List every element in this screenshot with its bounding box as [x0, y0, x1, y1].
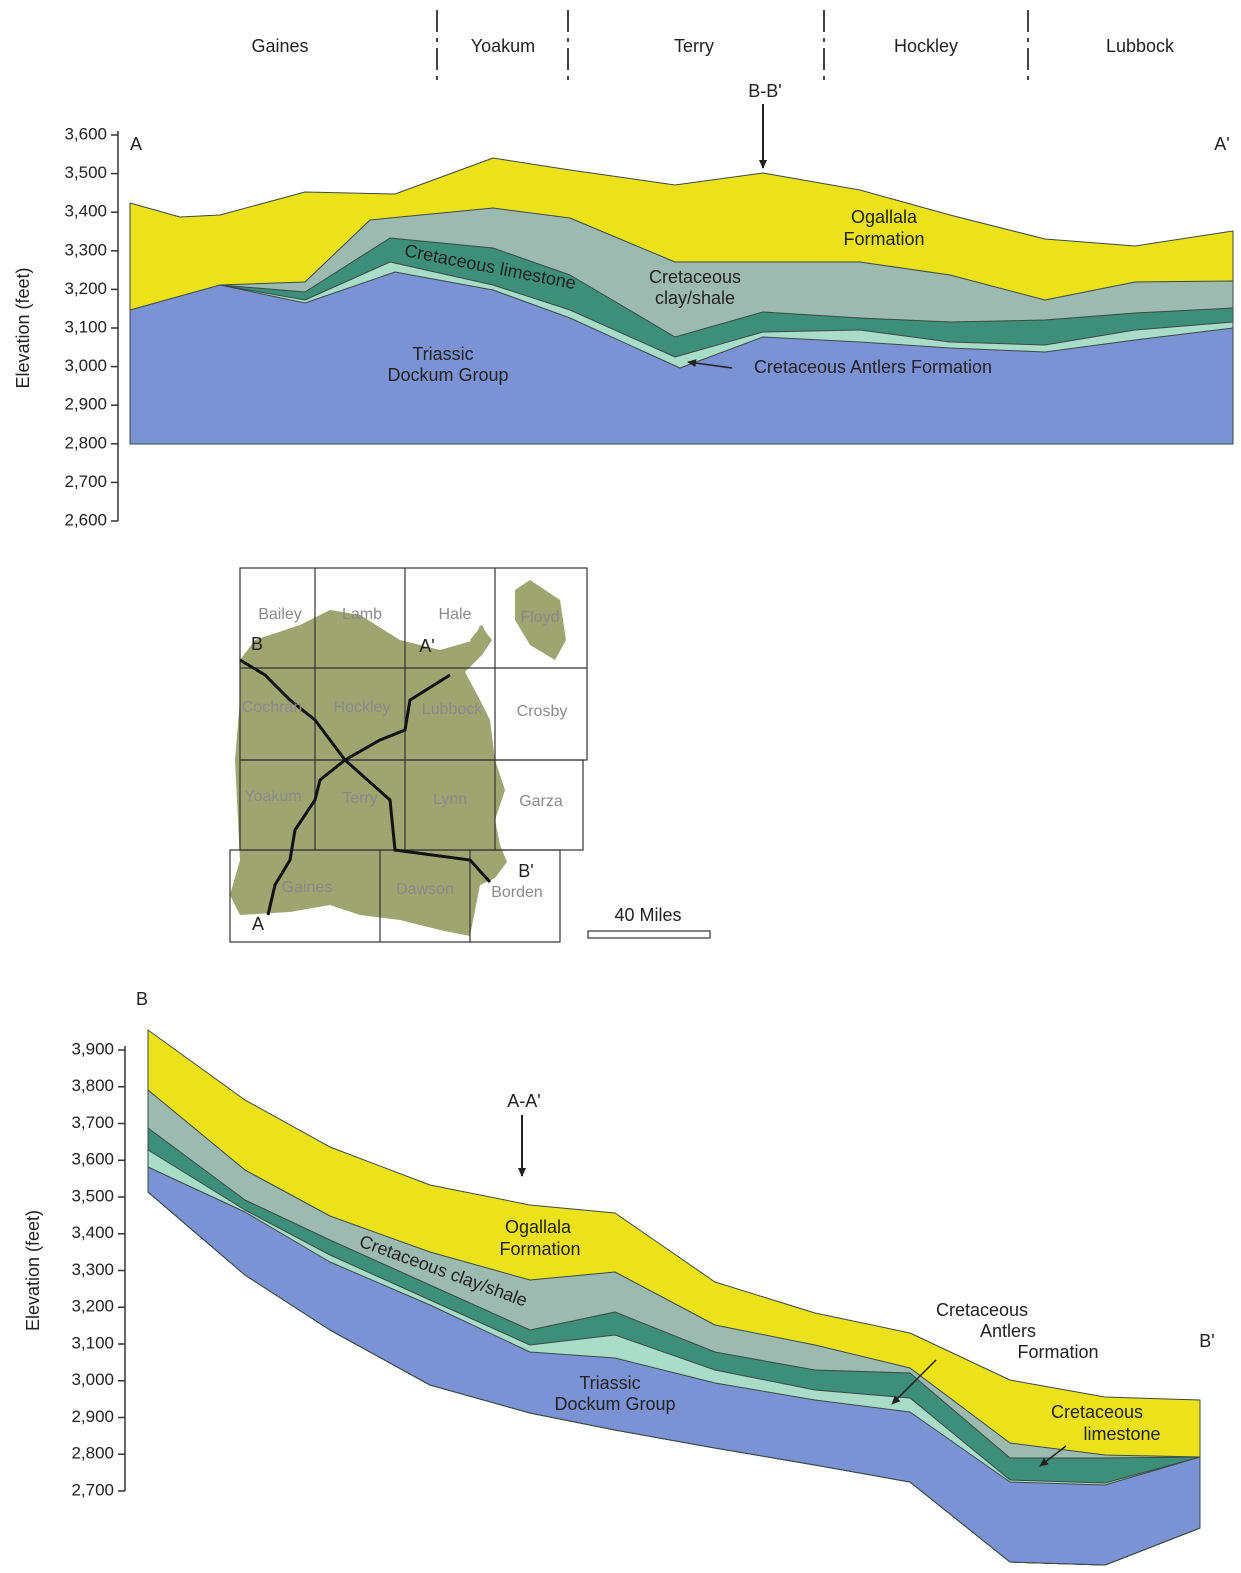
map-county-label: Lamb — [342, 606, 382, 623]
layer-label: Dockum Group — [554, 1394, 675, 1414]
layer-label: Cretaceous — [649, 267, 741, 287]
county-label: Yoakum — [471, 36, 535, 56]
y-tick-label: 2,800 — [71, 1444, 114, 1463]
map-county-label: Crosby — [517, 703, 568, 720]
map-county-label: Dawson — [396, 881, 454, 898]
y-tick-label: 3,700 — [71, 1113, 114, 1132]
y-tick-label: 3,600 — [64, 124, 107, 143]
layer-label: Ogallala — [851, 207, 918, 227]
map-county-label: Terry — [342, 790, 378, 807]
map-county-label: Yoakum — [244, 788, 301, 805]
map-county-label: Lynn — [433, 791, 467, 808]
map-line-label: A — [252, 914, 264, 934]
page: {"top_section": { "counties": ["Gaines",… — [0, 0, 1241, 1568]
section-end-label: A — [130, 134, 142, 154]
layer-label: limestone — [1083, 1424, 1160, 1444]
map-county-label: Lubbock — [422, 701, 483, 718]
y-tick-label: 3,200 — [71, 1297, 114, 1316]
y-tick-label: 2,700 — [71, 1480, 114, 1499]
section-end-label: B — [136, 989, 148, 1009]
y-tick-label: 2,700 — [64, 472, 107, 491]
section-end-label: B' — [1199, 1331, 1214, 1351]
layer-label: Triassic — [579, 1373, 640, 1393]
map-county-label: Hale — [439, 606, 472, 623]
y-tick-label: 3,400 — [71, 1223, 114, 1242]
figure: 3,600 3,500 3,400 3,300 3,200 3,100 3,000 2,900… — [0, 0, 1241, 1568]
y-axis-title: Elevation (feet) — [23, 1210, 43, 1331]
y-tick-label: 2,900 — [71, 1407, 114, 1426]
section-end-label: A' — [1214, 134, 1229, 154]
y-tick-label: 3,300 — [64, 240, 107, 259]
bottom-cross-section — [148, 1030, 1200, 1565]
aquifer-extent — [230, 610, 507, 936]
layer-label: Cretaceous Antlers Formation — [754, 357, 992, 377]
layer-label: Formation — [843, 229, 924, 249]
map-county-label: Gaines — [282, 879, 333, 896]
y-tick-label: 3,300 — [71, 1260, 114, 1279]
map-county-label: Bailey — [258, 606, 302, 623]
map-line-label: B' — [518, 861, 533, 881]
map-county-label: Hockley — [334, 699, 391, 716]
y-tick-label: 3,500 — [64, 163, 107, 182]
county-label: Lubbock — [1106, 36, 1175, 56]
section-marker: B-B' — [748, 81, 781, 101]
map-county-label: Floyd — [520, 609, 559, 626]
county-label: Hockley — [894, 36, 958, 56]
layer-label: Cretaceous — [1051, 1402, 1143, 1422]
y-tick-label: 3,100 — [64, 317, 107, 336]
map-line-label: A' — [419, 636, 434, 656]
y-tick-label: 3,500 — [71, 1186, 114, 1205]
layer-label: Antlers — [980, 1321, 1036, 1341]
y-tick-label: 3,200 — [64, 279, 107, 298]
county-label: Gaines — [251, 36, 308, 56]
y-tick-label: 3,100 — [71, 1333, 114, 1352]
layer-label: Dockum Group — [387, 365, 508, 385]
layer-label: Formation — [499, 1239, 580, 1259]
y-tick-label: 3,800 — [71, 1076, 114, 1095]
y-tick-label: 2,900 — [64, 395, 107, 414]
layer-label: Triassic — [412, 344, 473, 364]
y-tick-label: 3,600 — [71, 1150, 114, 1169]
layer-label: Formation — [1017, 1342, 1098, 1362]
scale-label: 40 Miles — [614, 905, 681, 925]
scale-bar — [588, 931, 710, 938]
y-tick-label: 2,800 — [64, 433, 107, 452]
map-county-label: Borden — [491, 884, 543, 901]
map-county-label: Garza — [519, 793, 563, 810]
map-line-label: B — [251, 634, 263, 654]
y-tick-label: 3,000 — [71, 1370, 114, 1389]
y-tick-label: 3,400 — [64, 202, 107, 221]
map-county-label: Cochran — [242, 699, 302, 716]
layer-label: clay/shale — [655, 288, 735, 308]
section-marker: A-A' — [507, 1091, 540, 1111]
y-tick-label: 3,900 — [71, 1039, 114, 1058]
y-tick-label: 3,000 — [64, 356, 107, 375]
county-label: Terry — [674, 36, 714, 56]
layer-label: Ogallala — [505, 1217, 572, 1237]
y-tick-label: 2,600 — [64, 510, 107, 529]
layer-label: Cretaceous — [936, 1300, 1028, 1320]
y-axis-title: Elevation (feet) — [13, 267, 33, 388]
